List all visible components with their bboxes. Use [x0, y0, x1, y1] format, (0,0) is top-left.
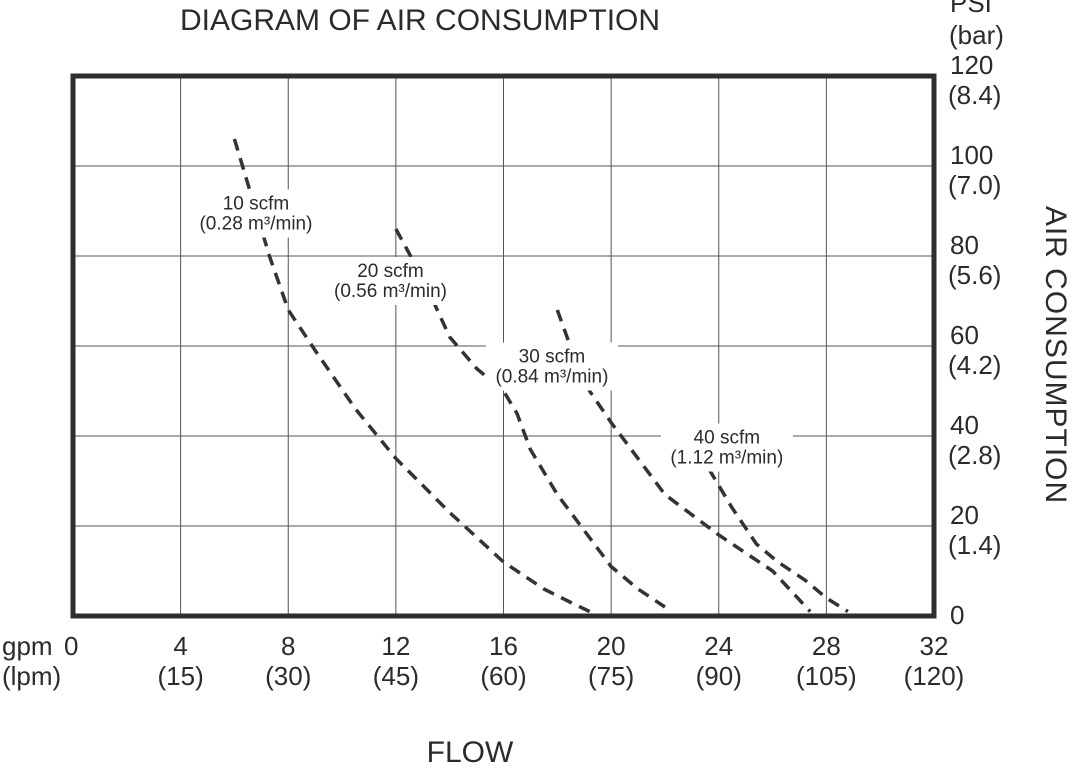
x-tick-sublabel: (120): [904, 661, 965, 691]
plot-frame: [70, 73, 937, 619]
x-tick-label: 12: [381, 631, 410, 661]
y-tick-sublabel: (5.6): [948, 260, 1001, 290]
x-tick-sublabel: (90): [696, 661, 742, 691]
curve-label-name: 20 scfm: [357, 261, 424, 282]
x-unit-secondary: (lpm): [2, 661, 61, 691]
x-tick-sublabel: (60): [480, 661, 526, 691]
curve-label-name: 10 scfm: [223, 194, 290, 215]
y-tick-label: 0: [950, 600, 964, 630]
y-unit-secondary: (bar): [949, 20, 1004, 50]
y-tick-label: 100: [950, 140, 993, 170]
curve-label-bg: [324, 257, 457, 305]
y-tick-sublabel: (4.2): [948, 350, 1001, 380]
chart-title: DIAGRAM OF AIR CONSUMPTION: [180, 4, 660, 37]
x-tick-sublabel: (45): [373, 661, 419, 691]
y-tick-sublabel: (1.4): [948, 530, 1001, 560]
y-tick-label: 60: [950, 320, 979, 350]
x-tick-label: 24: [704, 631, 733, 661]
y-tick-label: 80: [950, 230, 979, 260]
curve-labels-layer: 10 scfm(0.28 m³/min) 20 scfm(0.56 m³/min)…: [189, 189, 793, 472]
curve-label-sub: (1.12 m³/min): [670, 448, 783, 469]
x-tick-label: 16: [489, 631, 518, 661]
curve-20-scfm: [394, 228, 666, 609]
x-tick-sublabel: (15): [158, 661, 204, 691]
y-unit-primary: PSI: [950, 0, 992, 18]
x-tick-labels: 0 4(15) 8(30) 12(45) 16(60) 20(75) 24(90) 28(10…: [64, 631, 964, 691]
x-tick-label: 0: [64, 631, 78, 661]
x-tick-sublabel: (105): [796, 661, 857, 691]
x-unit-primary: gpm: [2, 631, 53, 661]
curve-label-bg: [485, 342, 618, 391]
x-tick-label: 8: [281, 631, 295, 661]
curve-label-bg: [660, 423, 793, 472]
y-tick-label: 120: [950, 50, 993, 80]
y-axis-label: AIR CONSUMPTION: [1039, 206, 1072, 504]
y-tick-sublabel: (2.8): [948, 440, 1001, 470]
x-tick-label: 20: [597, 631, 626, 661]
y-tick-label: 40: [950, 410, 979, 440]
curve-label-bg: [189, 189, 322, 238]
y-tick-sublabel: (8.4): [948, 80, 1001, 110]
x-tick-sublabel: (30): [265, 661, 311, 691]
y-tick-label: 20: [950, 500, 979, 530]
x-axis-label: FLOW: [427, 736, 514, 769]
y-tick-sublabel: (7.0): [948, 170, 1001, 200]
x-tick-sublabel: (75): [588, 661, 634, 691]
x-tick-label: 4: [173, 631, 187, 661]
curve-label-name: 30 scfm: [519, 347, 586, 368]
x-tick-label: 28: [812, 631, 841, 661]
y-tick-labels: 0 20(1.4) 40(2.8) 60(4.2) 80(5.6) 100(7.0) 120…: [948, 50, 1001, 630]
curve-label-sub: (0.56 m³/min): [334, 281, 447, 302]
x-tick-label: 32: [920, 631, 949, 661]
curve-10-scfm: [232, 138, 591, 614]
curve-label-sub: (0.28 m³/min): [199, 214, 312, 235]
curve-label-name: 40 scfm: [694, 428, 761, 449]
curve-label-sub: (0.84 m³/min): [495, 367, 608, 388]
curve-40-scfm: [685, 435, 849, 613]
